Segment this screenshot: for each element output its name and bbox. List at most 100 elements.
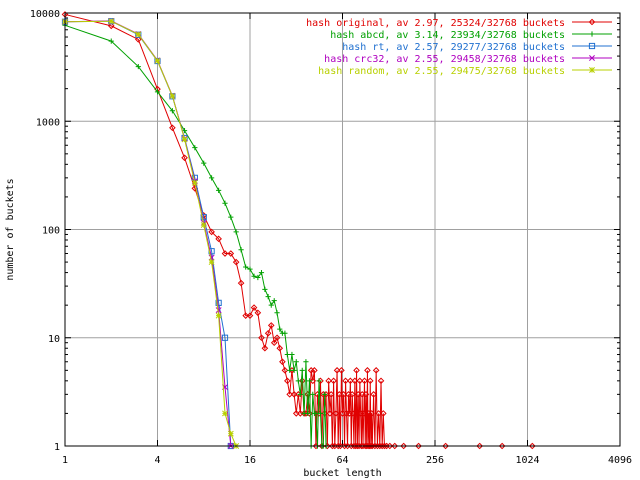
data-point [282,330,288,336]
x-tick-label: 4096 [608,455,632,466]
data-point [233,229,239,235]
data-point [265,293,271,300]
data-point [135,63,141,70]
legend-label: hash rt, av 2.57, 29277/32768 buckets [342,42,565,53]
grid-lines [65,13,620,446]
data-point [351,377,359,385]
data-point [347,377,354,385]
data-point [377,377,385,385]
data-point [268,302,274,308]
data-point [305,410,311,417]
y-tick-label: 100 [42,226,60,237]
data-point [215,235,222,243]
data-point [335,391,343,398]
data-point [366,377,374,385]
data-point [243,264,249,270]
data-point [442,442,449,450]
data-point [232,258,240,266]
data-point [338,367,345,374]
data-point [376,442,384,450]
data-point [107,22,115,30]
data-point [365,410,373,417]
data-point [348,391,356,398]
data-point [372,367,380,374]
series-1 [61,11,536,450]
data-point [330,377,337,385]
data-point [370,391,377,398]
data-point [329,442,336,450]
data-point [284,377,291,385]
data-point [215,299,222,306]
series-group [61,11,536,450]
data-point [192,145,198,151]
data-point [380,410,387,417]
data-point [251,273,257,279]
x-tick-label: 256 [426,455,444,466]
data-point [200,214,207,221]
data-point [258,269,265,276]
data-point [589,67,595,73]
data-point [209,175,215,181]
data-point [255,274,261,281]
data-point [295,378,301,384]
data-point [327,391,335,398]
data-point [589,55,595,61]
plot-frame [64,12,621,447]
data-point [378,442,386,450]
x-tick-label: 4 [154,455,160,466]
data-point [311,367,318,374]
x-axis-label: bucket length [303,468,381,479]
data-point [362,391,370,398]
data-point [135,31,142,38]
y-tick-label: 1 [54,442,60,453]
data-point [368,410,375,417]
x-tick-label: 1 [62,455,68,466]
data-point [181,154,188,162]
data-point [361,377,368,385]
data-point [476,442,483,450]
legend-label: hash original, av 2.97, 25324/32768 buck… [306,18,565,29]
data-point [262,286,268,292]
data-point [221,250,229,257]
data-point [317,410,324,417]
data-point [322,391,328,397]
data-point [271,298,277,304]
data-point [273,334,281,342]
data-point [215,307,222,314]
legend-entry: hash crc32, av 2.55, 29458/32768 buckets [324,54,612,65]
data-point [306,378,313,384]
data-point [246,312,254,319]
data-point [254,309,262,317]
data-point [326,410,334,417]
data-point [340,391,347,398]
x-tick-label: 64 [336,455,348,466]
data-point [277,326,283,332]
legend-label: hash crc32, av 2.55, 29458/32768 buckets [324,54,565,65]
data-point [334,442,342,450]
data-point [221,334,229,341]
data-point [356,377,364,385]
data-point [274,310,280,316]
data-point [386,442,394,450]
data-point [286,391,293,398]
data-point [391,442,399,450]
data-point [222,200,228,206]
y-axis-label: number of buckets [5,178,16,280]
data-point [332,410,340,417]
legend-entry: hash random, av 2.55, 29475/32768 bucket… [318,66,612,77]
data-point [284,351,290,358]
x-tick-label: 1024 [515,455,539,466]
data-point [333,367,341,374]
data-point [298,377,306,385]
data-point [498,442,506,450]
y-tick-label: 1000 [36,117,60,128]
data-point [316,378,322,384]
data-point [181,136,188,143]
data-point [589,31,595,37]
data-point [415,442,422,450]
legend-label: hash abcd, av 3.14, 23934/32768 buckets [330,30,565,41]
data-point [215,312,222,319]
data-point [237,279,245,287]
data-point [279,358,286,366]
